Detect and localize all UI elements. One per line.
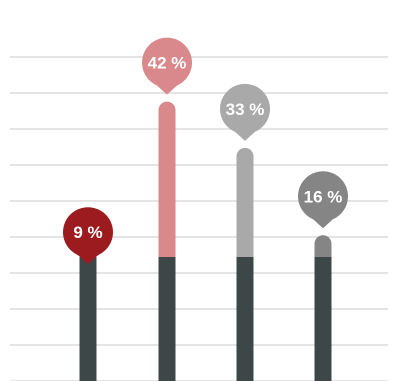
bars: 9 % 42 % 33 % 16 % xyxy=(63,37,348,381)
bar-group: 42 % xyxy=(142,37,192,381)
bar-stem xyxy=(158,101,176,266)
bar-base xyxy=(79,257,97,381)
bar-stem xyxy=(236,147,254,265)
data-label: 9 % xyxy=(73,223,102,242)
pin-marker xyxy=(142,37,192,88)
data-label: 33 % xyxy=(226,100,265,119)
bar-base xyxy=(314,257,332,381)
pin-marker xyxy=(220,83,270,134)
pin-pointer xyxy=(156,84,178,95)
bar-group: 9 % xyxy=(63,207,113,381)
data-label: 42 % xyxy=(148,54,187,73)
bar-base xyxy=(158,257,176,381)
bar-group: 16 % xyxy=(298,171,348,381)
bar-group: 33 % xyxy=(220,83,270,381)
data-label: 16 % xyxy=(304,187,343,206)
pin-marker xyxy=(63,207,113,258)
pin-pointer xyxy=(234,130,256,141)
pin-pointer xyxy=(77,254,99,265)
pin-marker xyxy=(298,171,348,222)
bar-base xyxy=(236,257,254,381)
pin-pointer xyxy=(312,218,334,229)
